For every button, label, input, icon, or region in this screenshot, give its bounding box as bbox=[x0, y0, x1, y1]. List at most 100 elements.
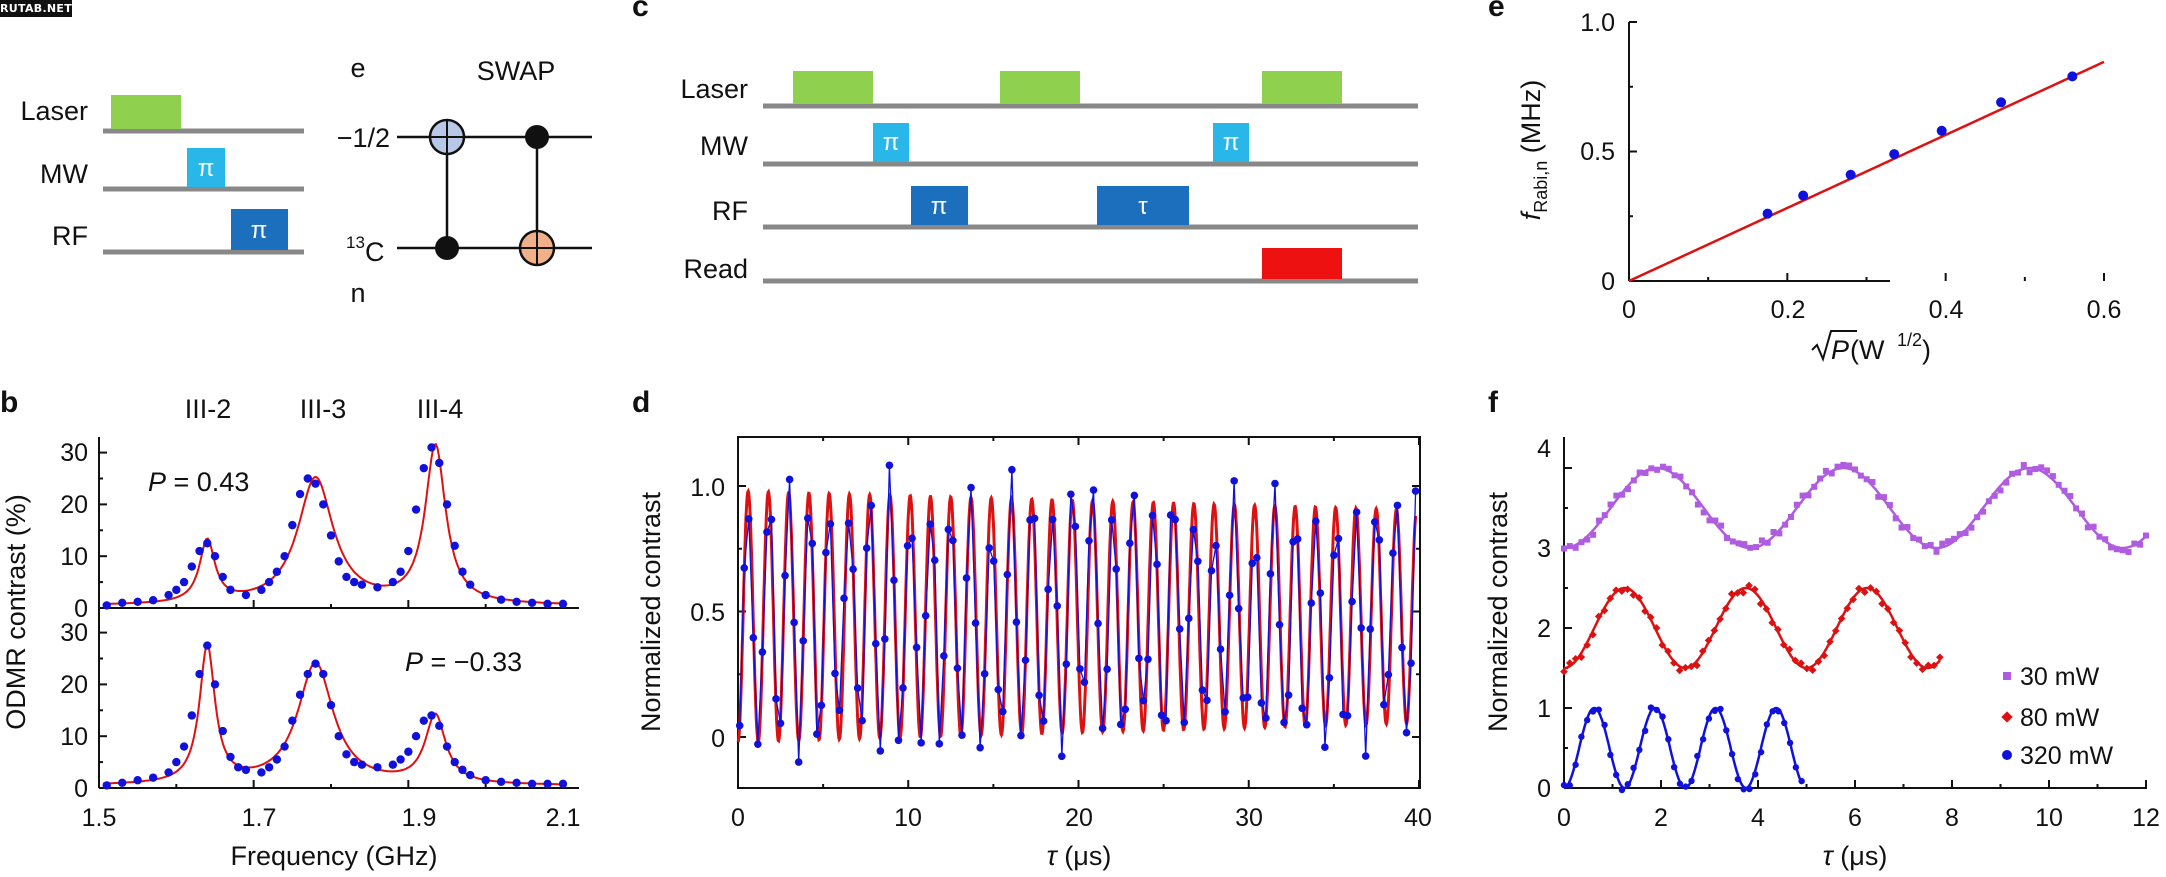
data-point bbox=[1148, 511, 1157, 520]
panel-label-e: e bbox=[1488, 0, 1505, 23]
data-point bbox=[849, 565, 857, 573]
data-point bbox=[822, 548, 830, 557]
rf-pi-pulse bbox=[231, 209, 288, 250]
data-point bbox=[1753, 544, 1760, 551]
data-point bbox=[1974, 514, 1981, 521]
data-point bbox=[772, 695, 780, 703]
d-xtick: 40 bbox=[1404, 804, 1432, 832]
f-fit-80mw bbox=[1564, 586, 1941, 670]
data-point bbox=[763, 528, 771, 536]
mw-pi-pulse-2 bbox=[1213, 123, 1249, 162]
data-point bbox=[1723, 727, 1730, 734]
data-point bbox=[754, 740, 762, 748]
data-point bbox=[803, 514, 812, 522]
mw-pi-symbol: π bbox=[198, 155, 215, 182]
data-point bbox=[2113, 546, 2120, 553]
f-data-points bbox=[1560, 461, 2149, 794]
data-point bbox=[1884, 604, 1892, 613]
data-point bbox=[1607, 751, 1614, 759]
data-point bbox=[1728, 750, 1736, 758]
data-point bbox=[781, 571, 789, 580]
data-point bbox=[1629, 591, 1638, 599]
data-point bbox=[1756, 600, 1765, 608]
data-point bbox=[1361, 752, 1370, 760]
data-point bbox=[1997, 487, 2004, 494]
data-point bbox=[1623, 585, 1632, 594]
data-point bbox=[1606, 594, 1615, 603]
peak-label-iii-3: III-3 bbox=[300, 394, 347, 424]
data-point bbox=[1849, 595, 1857, 604]
data-point bbox=[1135, 654, 1143, 663]
data-point bbox=[1797, 659, 1805, 667]
laser-pulse bbox=[111, 95, 181, 129]
data-point bbox=[481, 590, 490, 600]
data-point bbox=[1636, 469, 1643, 476]
data-point bbox=[999, 707, 1007, 716]
data-point bbox=[1658, 641, 1667, 649]
data-point bbox=[1293, 535, 1302, 543]
data-point bbox=[1866, 584, 1875, 592]
data-point bbox=[1895, 626, 1904, 635]
data-point bbox=[1665, 736, 1672, 743]
data-point bbox=[264, 763, 274, 772]
data-point bbox=[187, 562, 196, 571]
panel-b: b III-2 III-3 III-4 1.5 1.7 1.9 2.1 0 10… bbox=[0, 386, 580, 871]
data-point bbox=[935, 740, 944, 748]
data-point bbox=[1699, 736, 1707, 743]
data-point bbox=[1799, 492, 1806, 499]
data-point bbox=[1089, 486, 1098, 494]
f-ytick: 2 bbox=[1537, 615, 1551, 643]
d-ytick: 0 bbox=[711, 725, 725, 753]
data-point bbox=[1687, 662, 1696, 671]
data-point bbox=[1221, 708, 1229, 716]
data-point bbox=[1776, 530, 1783, 537]
data-point bbox=[1710, 626, 1719, 635]
data-point bbox=[1067, 490, 1075, 499]
data-point bbox=[1589, 630, 1597, 639]
data-point bbox=[871, 639, 880, 648]
data-point bbox=[303, 474, 312, 483]
data-point bbox=[1808, 666, 1817, 675]
data-point bbox=[1843, 604, 1852, 613]
data-point bbox=[1996, 97, 2007, 108]
data-point bbox=[118, 778, 127, 788]
data-point bbox=[1080, 678, 1089, 687]
data-point bbox=[1677, 473, 1684, 480]
data-point bbox=[203, 641, 212, 650]
data-point bbox=[908, 534, 916, 542]
data-point bbox=[1330, 551, 1338, 559]
data-point bbox=[1271, 479, 1279, 488]
data-point bbox=[373, 763, 382, 772]
f-ytick: 0 bbox=[1537, 775, 1551, 803]
data-point bbox=[1560, 667, 1568, 676]
data-point bbox=[1936, 653, 1944, 662]
data-point bbox=[1325, 673, 1334, 682]
data-point bbox=[1671, 472, 1678, 479]
data-point bbox=[1927, 542, 1934, 549]
b-top-ytick: 20 bbox=[60, 491, 88, 519]
data-point bbox=[1248, 559, 1257, 568]
panel-label-d: d bbox=[632, 386, 650, 419]
laser-pulse-3 bbox=[1262, 71, 1342, 104]
data-point bbox=[1757, 748, 1765, 756]
data-point bbox=[1321, 743, 1329, 752]
data-point bbox=[1307, 599, 1316, 607]
data-point bbox=[458, 567, 467, 576]
legend-label-30mw: 30 mW bbox=[2020, 663, 2100, 691]
data-point bbox=[280, 742, 289, 751]
data-point bbox=[2009, 470, 2016, 477]
data-point bbox=[1770, 528, 1777, 535]
data-point bbox=[1717, 705, 1724, 713]
b-xtick: 1.5 bbox=[82, 804, 117, 832]
f-x-axis-title: τ (μs) bbox=[1823, 841, 1888, 871]
data-point bbox=[1792, 764, 1800, 771]
data-point bbox=[1180, 718, 1189, 727]
data-point bbox=[1583, 641, 1591, 649]
data-point bbox=[835, 706, 844, 715]
data-point bbox=[976, 743, 984, 752]
row-label-laser: Laser bbox=[680, 74, 748, 104]
panel-e: e 0 0.2 0.4 0.6 0 0.5 1.0 fRabi,n (MHz) … bbox=[1488, 0, 2121, 365]
data-point bbox=[1652, 624, 1661, 632]
data-point bbox=[1775, 708, 1782, 715]
data-point bbox=[241, 765, 251, 775]
